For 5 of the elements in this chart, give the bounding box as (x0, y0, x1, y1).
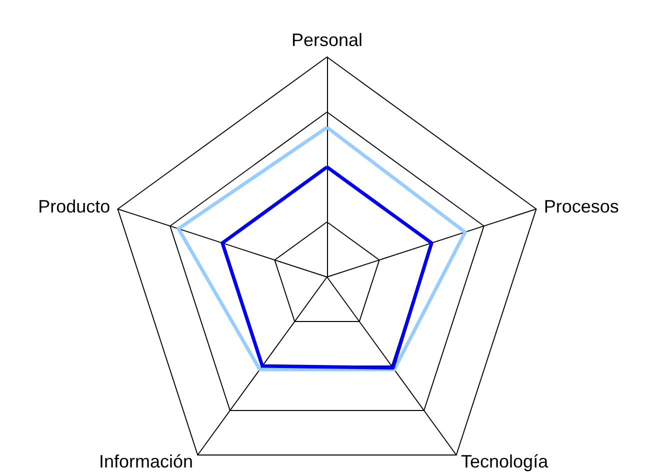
spoke-label: Personal (291, 30, 363, 50)
spoke-label: Producto (38, 196, 110, 217)
spoke-label: Información (98, 451, 193, 472)
spoke-label: Procesos (544, 196, 619, 217)
spoke-label: Tecnología (461, 451, 550, 472)
